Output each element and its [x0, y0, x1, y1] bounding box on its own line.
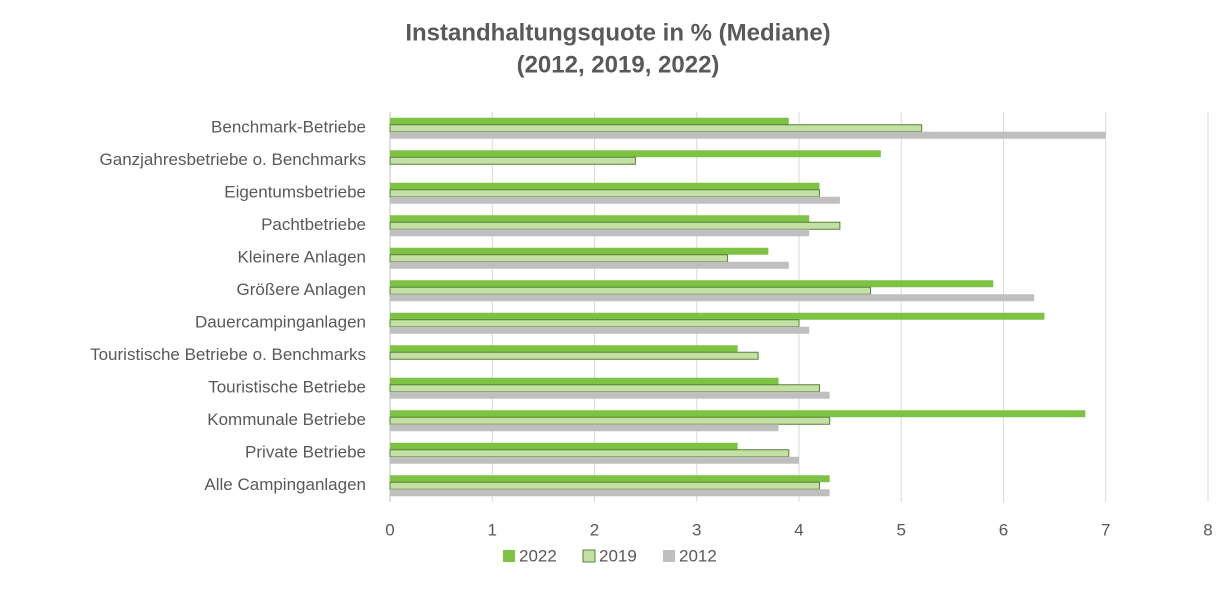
x-tick-label: 6 — [999, 520, 1008, 539]
bar — [389, 481, 820, 490]
bar — [389, 449, 790, 458]
y-tick-label: Touristische Betriebe o. Benchmarks — [90, 345, 366, 364]
y-tick-label: Pachtbetriebe — [261, 215, 366, 234]
x-tick-label: 8 — [1203, 520, 1212, 539]
bar — [390, 150, 881, 158]
legend-swatch — [582, 549, 596, 563]
x-tick-label: 2 — [590, 520, 599, 539]
bar — [390, 326, 810, 334]
bar — [389, 254, 728, 263]
bar — [389, 384, 820, 393]
bar — [390, 261, 789, 269]
bar — [389, 351, 759, 360]
bar — [390, 442, 738, 450]
x-tick-label: 0 — [385, 520, 394, 539]
bar — [389, 416, 831, 425]
bar — [390, 247, 769, 255]
legend-label: 2012 — [679, 546, 717, 565]
x-tick-label: 5 — [897, 520, 906, 539]
legend-label: 2022 — [519, 546, 557, 565]
y-tick-label: Größere Anlagen — [237, 280, 366, 299]
chart-subtitle: (2012, 2019, 2022) — [517, 51, 720, 78]
bar — [390, 182, 820, 190]
x-tick-label: 7 — [1101, 520, 1110, 539]
y-tick-label: Alle Campinganlagen — [204, 475, 366, 494]
bar — [389, 189, 820, 198]
bar — [390, 391, 830, 399]
chart-title: Instandhaltungsquote in % (Mediane) — [405, 19, 830, 46]
bar — [390, 424, 779, 432]
y-tick-label: Touristische Betriebe — [208, 378, 366, 397]
bar — [390, 131, 1106, 139]
y-tick-label: Kommunale Betriebe — [207, 410, 366, 429]
x-tick-label: 4 — [794, 520, 803, 539]
legend-swatch — [663, 550, 675, 562]
y-tick-label: Benchmark-Betriebe — [211, 118, 366, 137]
legend-swatch — [503, 550, 515, 562]
bar — [389, 319, 800, 328]
y-tick-label: Dauercampinganlagen — [195, 313, 366, 332]
bar — [390, 456, 799, 464]
bar — [389, 124, 923, 133]
bar — [390, 377, 779, 385]
bar — [390, 475, 830, 483]
bar — [389, 156, 636, 165]
bar — [390, 489, 830, 497]
bar — [390, 229, 810, 237]
bar — [390, 280, 994, 288]
y-tick-label: Eigentumsbetriebe — [224, 183, 366, 202]
bar — [390, 345, 738, 353]
bar — [390, 196, 840, 204]
bar — [389, 286, 872, 295]
y-tick-label: Kleinere Anlagen — [237, 248, 366, 267]
bar — [390, 294, 1035, 302]
bar — [389, 221, 841, 230]
bar — [390, 215, 810, 223]
x-tick-label: 3 — [692, 520, 701, 539]
y-tick-label: Ganzjahresbetriebe o. Benchmarks — [100, 150, 366, 169]
legend-label: 2019 — [599, 546, 637, 565]
x-tick-label: 1 — [488, 520, 497, 539]
bar — [390, 117, 789, 125]
bar — [390, 312, 1045, 320]
y-tick-label: Private Betriebe — [245, 443, 366, 462]
bar — [390, 410, 1086, 418]
